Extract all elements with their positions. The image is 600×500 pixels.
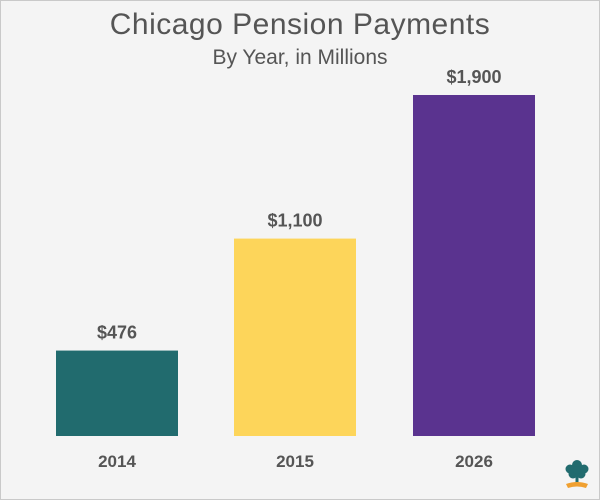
x-tick-label-2026: 2026 xyxy=(455,452,493,471)
value-label-2026: $1,900 xyxy=(446,67,501,87)
chart-title: Chicago Pension Payments xyxy=(109,8,491,41)
bar-2015 xyxy=(234,238,356,436)
x-tick-label-2015: 2015 xyxy=(276,452,314,471)
value-label-2015: $1,100 xyxy=(267,211,322,231)
value-label-2014: $476 xyxy=(97,323,137,343)
x-tick-label-2014: 2014 xyxy=(98,452,136,471)
chart-subtitle: By Year, in Millions xyxy=(212,46,388,69)
tree-icon xyxy=(565,460,589,488)
bar-2014 xyxy=(56,350,178,436)
bar-2026 xyxy=(413,95,535,436)
